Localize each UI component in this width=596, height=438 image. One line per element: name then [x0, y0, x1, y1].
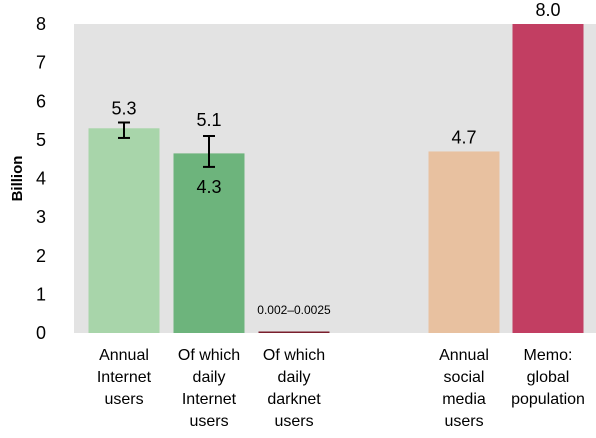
y-tick-label: 8	[36, 14, 46, 34]
category-label: population	[511, 391, 585, 408]
y-tick-label: 3	[36, 207, 46, 227]
category-label: media	[442, 391, 486, 408]
category-label: Annual	[439, 347, 489, 364]
category-label: Annual	[99, 347, 149, 364]
y-tick-label: 0	[36, 323, 46, 343]
bar	[512, 24, 584, 333]
y-tick-label: 5	[36, 130, 46, 150]
y-tick-label: 6	[36, 91, 46, 111]
category-label: daily	[193, 369, 226, 386]
data-label: 8.0	[535, 0, 560, 20]
y-tick-label: 1	[36, 284, 46, 304]
category-label: Of which	[263, 347, 325, 364]
category-label: global	[527, 369, 570, 386]
error-bar	[203, 135, 215, 168]
category-label: users	[104, 391, 143, 408]
bar	[428, 151, 500, 333]
data-label-high: 5.1	[196, 110, 221, 130]
category-label: users	[189, 413, 228, 430]
category-label: Internet	[182, 391, 237, 408]
category-label: Memo:	[524, 347, 573, 364]
category-label: users	[274, 413, 313, 430]
plot-background	[74, 24, 596, 333]
data-label-low: 4.3	[196, 177, 221, 197]
bar	[88, 128, 160, 333]
y-tick-label: 2	[36, 246, 46, 266]
y-axis-label: Billion	[9, 156, 26, 202]
data-label: 0.002–0.0025	[257, 303, 331, 317]
category-label: social	[444, 369, 485, 386]
category-label: Internet	[97, 369, 152, 386]
category-label: users	[444, 413, 483, 430]
x-axis-categories: Annual Internet users Of which daily Internet…	[97, 347, 585, 430]
category-label: daily	[278, 369, 311, 386]
data-label: 5.3	[111, 98, 136, 118]
error-bar	[118, 121, 130, 139]
y-tick-label: 7	[36, 53, 46, 73]
y-axis: 0 1 2 3 4 5 6 7 8	[36, 14, 46, 343]
data-label: 4.7	[451, 127, 476, 147]
bar	[258, 331, 330, 333]
y-tick-label: 4	[36, 169, 46, 189]
bar	[173, 153, 245, 333]
bars: 5.3 5.1 4.3 0.002–0.0025 4.7 8.0	[88, 0, 584, 333]
category-label: darknet	[267, 391, 321, 408]
category-label: Of which	[178, 347, 240, 364]
